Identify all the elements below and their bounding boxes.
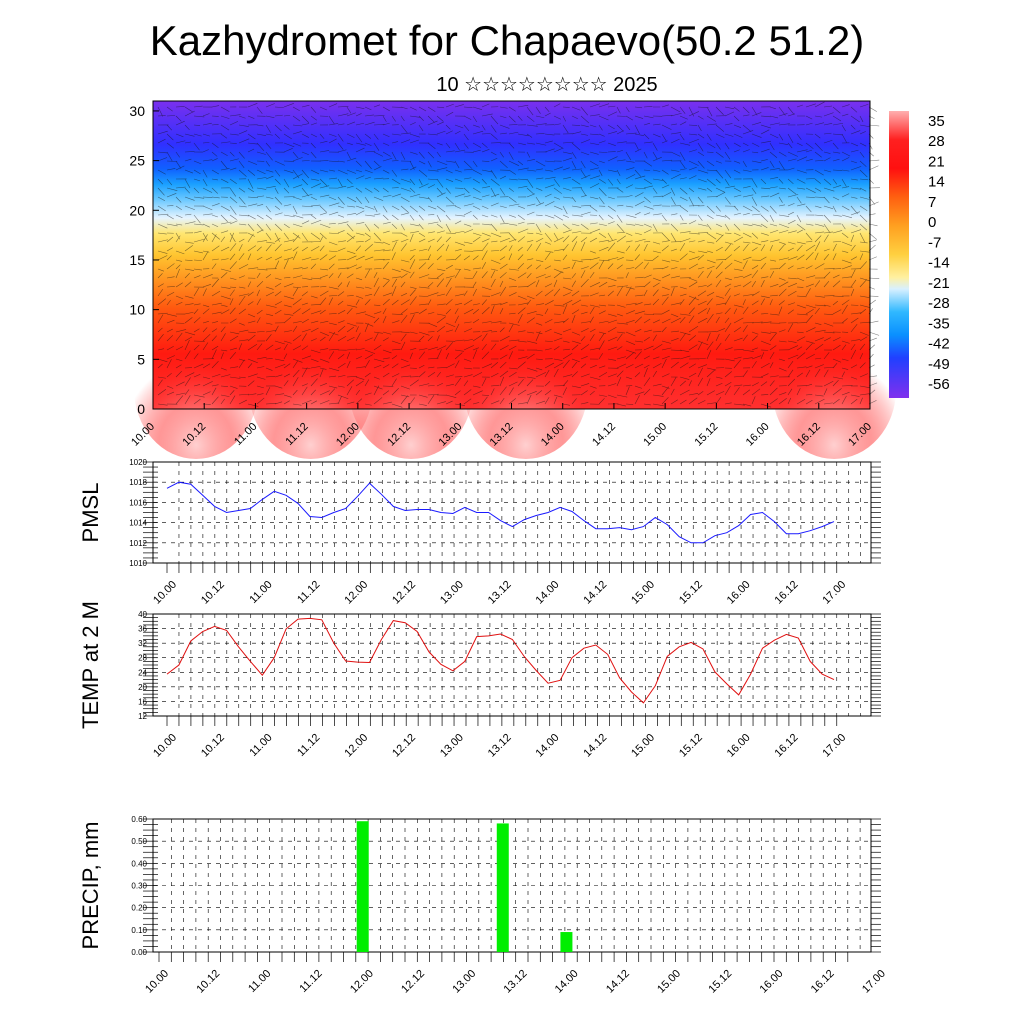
pmsl-ytick-label: 1018 <box>129 478 147 487</box>
colorbar-label: -28 <box>928 295 950 312</box>
temp-ytick-label: 28 <box>138 654 147 663</box>
precip-ytick-label: 0.50 <box>131 837 147 846</box>
colorbar-label: -21 <box>928 275 950 292</box>
precip-xtick-label: 13.12 <box>502 968 530 996</box>
precip-bar-0 <box>356 821 369 952</box>
precip-ytick-label: 0.00 <box>131 948 147 957</box>
heatmap-ytick-label: 25 <box>129 153 145 169</box>
colorbar-label: -42 <box>928 336 950 353</box>
temp-ytick-label: 16 <box>138 697 147 706</box>
heatmap-ytick-label: 10 <box>129 302 145 318</box>
pmsl-ytick-label: 1012 <box>129 539 147 548</box>
colorbar-label: 35 <box>928 113 945 130</box>
temp-frame <box>152 613 872 717</box>
pmsl-ytick-label: 1020 <box>129 458 147 467</box>
temp-series-line <box>166 617 835 704</box>
pmsl-series-line <box>166 481 835 544</box>
page-subtitle: 10 ☆☆☆☆☆☆☆☆ 2025 <box>436 74 658 96</box>
precip-xtick-label: 17.00 <box>860 968 888 996</box>
precip-xtick-label: 13.00 <box>450 968 478 996</box>
temp-ytick-label: 12 <box>138 712 147 721</box>
colorbar-label: 0 <box>928 214 936 231</box>
precip-xtick-label: 10.00 <box>143 968 171 996</box>
temp-ytick-label: 32 <box>138 639 147 648</box>
precip-ylabel: PRECIP, mm <box>78 822 103 950</box>
colorbar-label: 21 <box>928 153 945 170</box>
precip-xtick-label: 11.00 <box>246 968 273 995</box>
page-title: Kazhydromet for Chapaevo(50.2 51.2) <box>149 17 865 64</box>
warm-blob-1 <box>248 319 373 459</box>
pmsl-ylabel: PMSL <box>78 483 103 543</box>
precip-xtick-label: 11.12 <box>297 968 324 995</box>
precip-ytick-label: 0.40 <box>131 859 147 868</box>
precip-ytick-label: 0.30 <box>131 882 147 891</box>
heatmap-ytick-label: 0 <box>137 401 145 417</box>
colorbar-label: -56 <box>928 376 950 393</box>
pmsl-ytick-label: 1014 <box>129 519 147 528</box>
precip-xtick-label: 16.12 <box>809 968 837 996</box>
colorbar-label: -35 <box>928 315 950 332</box>
heatmap-ytick-label: 30 <box>129 103 145 119</box>
temp-ytick-label: 20 <box>138 683 147 692</box>
precip-bar-1 <box>496 823 509 952</box>
warm-blob-0 <box>134 319 259 459</box>
precip-ytick-label: 0.20 <box>131 904 147 913</box>
precip-xtick-label: 10.12 <box>194 968 222 996</box>
precip-ytick-label: 0.10 <box>131 926 147 935</box>
precip-frame <box>152 818 872 953</box>
heatmap-ytick-label: 5 <box>137 351 145 367</box>
temp-ytick-label: 24 <box>138 668 147 677</box>
precip-xtick-label: 12.00 <box>348 968 376 996</box>
colorbar-label: -14 <box>928 255 950 272</box>
precip-bar-2 <box>560 932 573 952</box>
wind-vectors <box>157 101 880 408</box>
warm-blob-2 <box>349 319 474 459</box>
heatmap-ytick-label: 20 <box>129 202 145 218</box>
precip-xtick-label: 14.12 <box>604 968 632 996</box>
temp-ytick-label: 40 <box>138 610 147 619</box>
precip-xtick-label: 12.12 <box>399 968 427 996</box>
colorbar-label: 14 <box>928 174 945 191</box>
heatmap-ytick-label: 15 <box>129 252 145 268</box>
temp-ylabel: TEMP at 2 M <box>78 601 103 729</box>
temp-ytick-label: 36 <box>138 625 147 634</box>
precip-xtick-label: 14.00 <box>553 968 581 996</box>
warm-blob-3 <box>463 319 588 459</box>
precip-xtick-label: 15.12 <box>706 968 734 996</box>
colorbar <box>889 111 909 398</box>
colorbar-label: -7 <box>928 234 941 251</box>
pmsl-ytick-label: 1010 <box>129 559 147 568</box>
colorbar-label: 7 <box>928 194 936 211</box>
colorbar-label: 28 <box>928 133 945 150</box>
precip-xtick-label: 16.00 <box>758 968 786 996</box>
precip-ytick-label: 0.60 <box>131 815 147 824</box>
colorbar-label: -49 <box>928 356 950 373</box>
precip-xtick-label: 15.00 <box>655 968 683 996</box>
pmsl-ytick-label: 1016 <box>129 498 147 507</box>
